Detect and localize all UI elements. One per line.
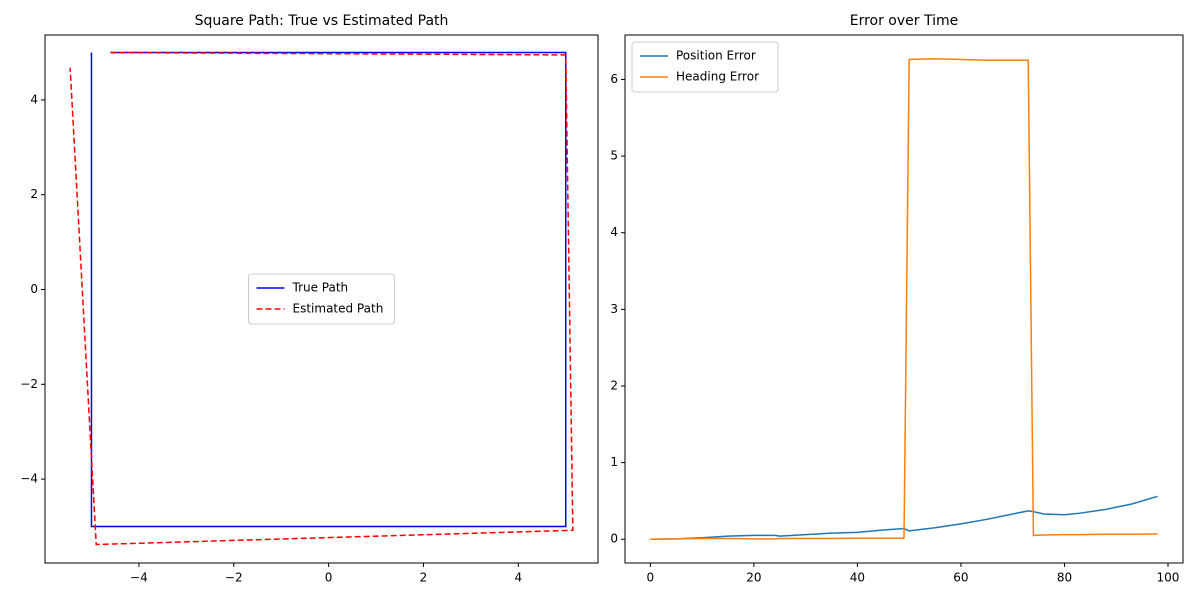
- x-tick-label: 2: [420, 571, 428, 585]
- x-tick-label: 60: [953, 571, 968, 585]
- x-tick-label: 0: [647, 571, 655, 585]
- x-tick-label: 20: [746, 571, 761, 585]
- x-tick-label: 40: [850, 571, 865, 585]
- y-tick-label: 5: [610, 149, 618, 163]
- legend-frame: [248, 273, 395, 325]
- chart-title: Error over Time: [850, 13, 959, 29]
- legend: Position Error Heading Error: [631, 41, 779, 93]
- y-tick-label: 3: [610, 302, 618, 316]
- x-tick-label: 80: [1057, 571, 1072, 585]
- x-tick-label: 0: [325, 571, 333, 585]
- y-tick-label: 2: [30, 187, 38, 201]
- y-tick-label: −2: [20, 377, 38, 391]
- x-tick-label: −4: [130, 571, 148, 585]
- y-tick-label: 6: [610, 72, 618, 86]
- chart-title: Square Path: True vs Estimated Path: [195, 13, 449, 29]
- legend-label: Position Error: [676, 49, 756, 63]
- series-line: [650, 58, 1158, 540]
- x-tick-label: −2: [225, 571, 243, 585]
- y-tick-label: −4: [20, 472, 38, 486]
- y-tick-label: 2: [610, 378, 618, 392]
- series-line: [650, 495, 1158, 540]
- axes-frame: [624, 34, 1184, 564]
- y-tick-label: 4: [610, 225, 618, 239]
- y-tick-label: 4: [30, 92, 38, 106]
- legend: True Path Estimated Path: [248, 273, 395, 325]
- x-tick-label: 4: [515, 571, 523, 585]
- y-tick-label: 0: [610, 532, 618, 546]
- y-tick-label: 0: [30, 282, 38, 296]
- axes-frame: [44, 34, 599, 564]
- series-line: [90, 51, 567, 528]
- legend-label: True Path: [292, 281, 349, 295]
- legend-label: Heading Error: [676, 70, 759, 84]
- legend-label: Estimated Path: [293, 302, 384, 316]
- y-tick-label: 1: [610, 455, 618, 469]
- series-line: [69, 51, 574, 546]
- x-tick-label: 100: [1157, 571, 1180, 585]
- legend-frame: [631, 41, 779, 93]
